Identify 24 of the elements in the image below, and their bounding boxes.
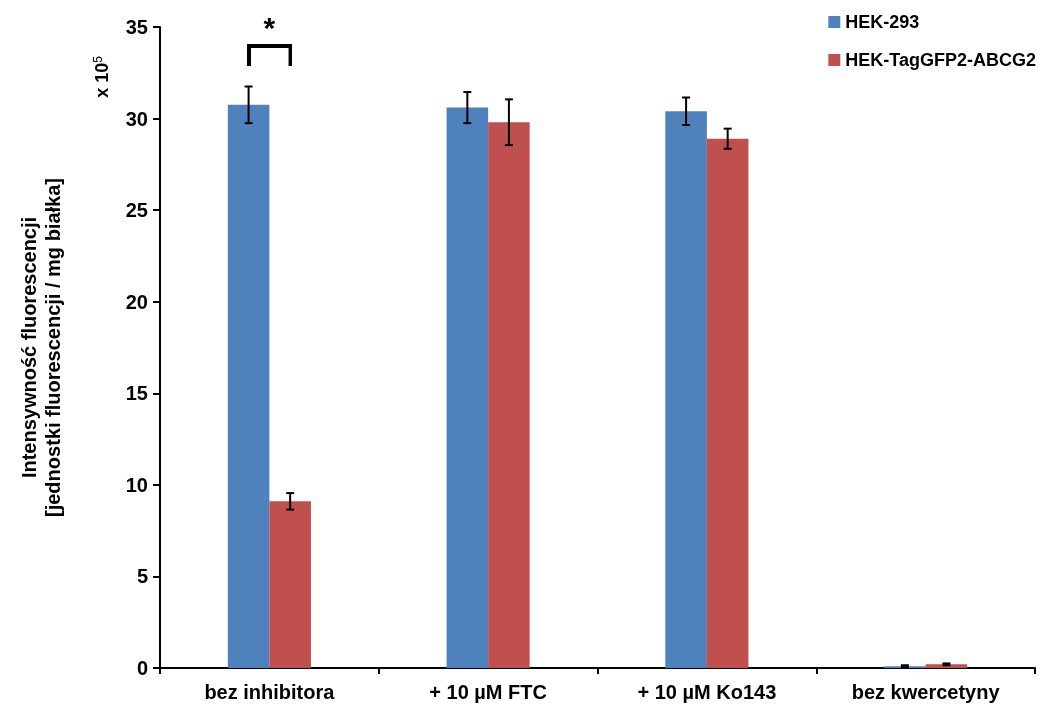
y-tick-label: 20: [125, 290, 148, 313]
bar: [665, 111, 707, 668]
text: x 105: [91, 55, 112, 98]
y-tick-label: 10: [125, 473, 148, 496]
y-tick-label: 25: [125, 199, 148, 222]
bar: [488, 122, 530, 668]
bar: [925, 664, 968, 668]
legend-label: HEK-TagGFP2-ABCG2: [845, 50, 1037, 70]
x-tick-label: bez kwercetyny: [851, 681, 1001, 703]
x-tick-label: + 10 µM FTC: [429, 681, 547, 703]
x-tick-label: bez inhibitora: [204, 681, 336, 703]
x-tick-label: + 10 µM Ko143: [637, 681, 777, 703]
bar: [706, 138, 749, 668]
bar: [269, 501, 311, 668]
y-tick-label: 5: [136, 565, 148, 588]
annotation: *: [263, 10, 276, 44]
y-tick-label: 30: [125, 107, 148, 130]
bar: [446, 107, 489, 668]
legend-label: HEK-293: [845, 12, 920, 32]
y-tick-label: 15: [125, 382, 148, 405]
y-tick-label: 0: [136, 657, 148, 679]
bar: [227, 104, 270, 668]
y-tick-label: 35: [125, 16, 148, 38]
y-axis-title: Intensywność fluorescencji [jednostki fluorescencji / mg białka]: [18, 178, 64, 517]
